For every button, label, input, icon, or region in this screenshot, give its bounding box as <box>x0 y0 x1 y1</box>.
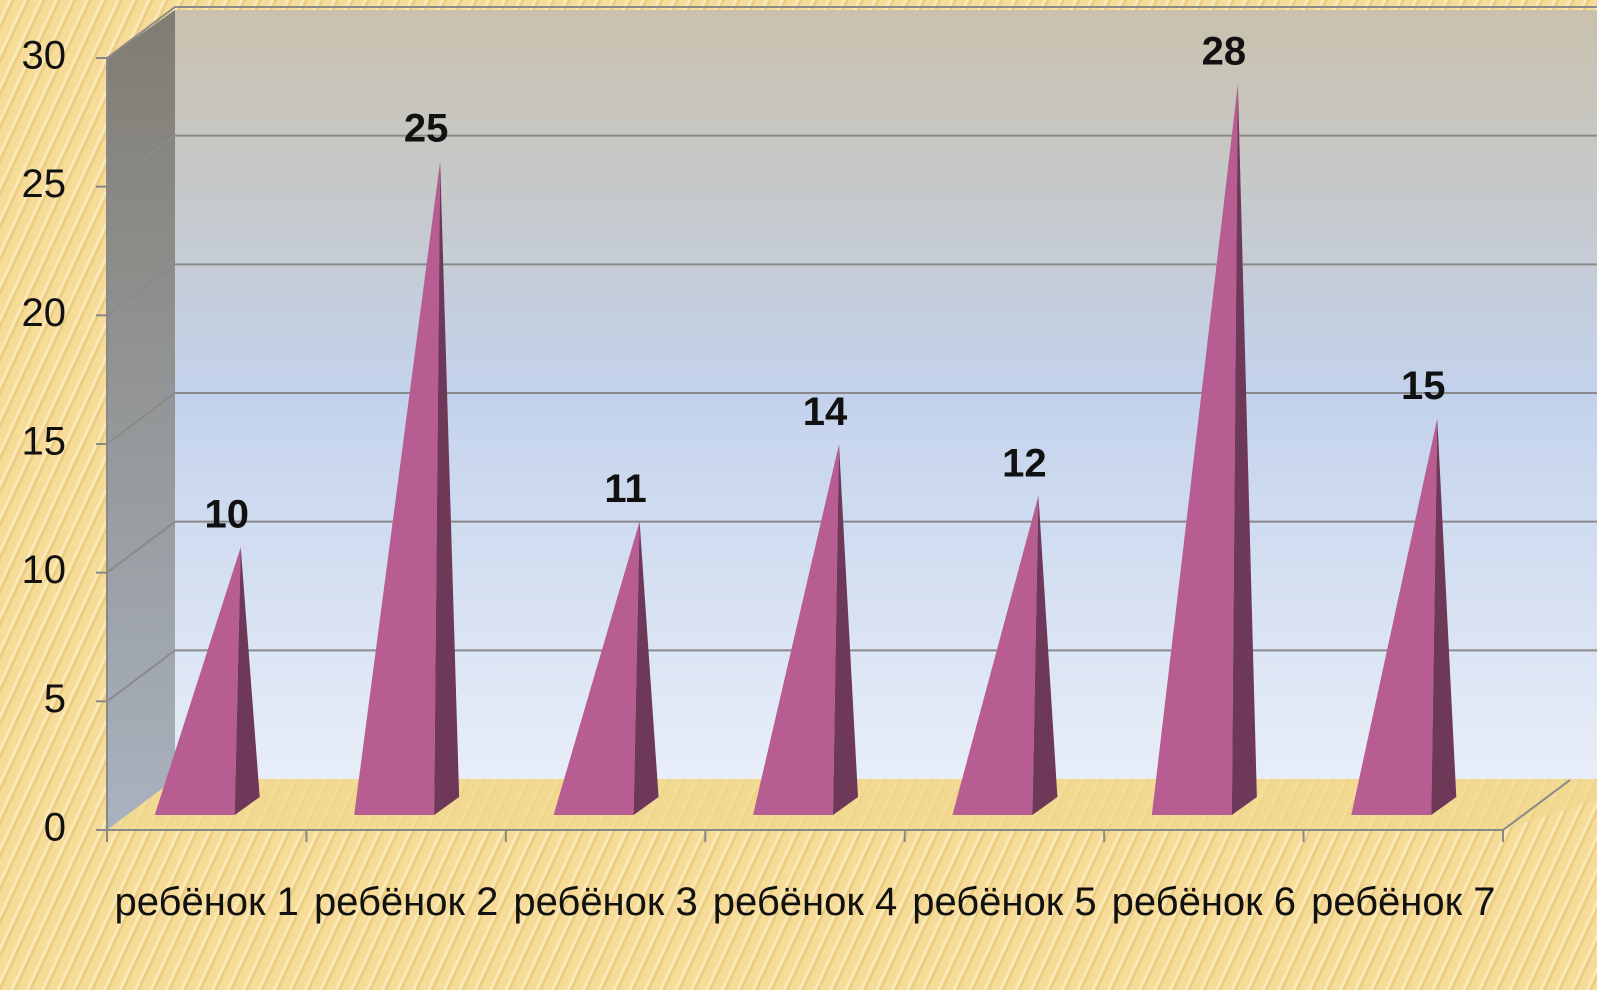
y-tick-label: 10 <box>22 548 67 592</box>
x-tick-label: ребёнок 4 <box>712 880 898 924</box>
grid-line <box>106 520 1597 574</box>
value-label: 12 <box>1002 441 1047 485</box>
grid-line <box>106 649 1597 703</box>
grid-line <box>106 263 1597 317</box>
x-tick-label: ребёнок 1 <box>114 880 299 924</box>
grid-line <box>106 134 1597 188</box>
y-tick-label: 15 <box>22 420 67 464</box>
y-tick-label: 25 <box>22 162 67 206</box>
value-label: 25 <box>404 107 449 151</box>
y-tick-label: 5 <box>44 677 66 721</box>
x-tick-label: ребёнок 3 <box>513 880 698 924</box>
pyramid <box>354 161 460 815</box>
y-tick-label: 30 <box>22 34 67 78</box>
x-tick-label: ребёнок 2 <box>313 880 499 924</box>
floor-edge <box>1502 779 1571 831</box>
pyramid <box>154 547 260 815</box>
x-tick-label: ребёнок 7 <box>1311 880 1496 924</box>
x-tick-label: ребёнок 5 <box>912 880 1097 924</box>
value-label: 14 <box>803 390 848 434</box>
grid-line <box>106 392 1597 445</box>
y-tick-label: 0 <box>44 806 66 850</box>
x-tick-label: ребёнок 6 <box>1111 880 1297 924</box>
pyramid <box>753 444 858 815</box>
value-label: 28 <box>1202 30 1247 74</box>
side-wall <box>107 10 175 830</box>
pyramid <box>553 521 659 815</box>
pyramid <box>952 495 1058 815</box>
y-tick-label: 20 <box>22 291 67 335</box>
value-label: 11 <box>604 467 646 511</box>
pyramid <box>1351 418 1457 815</box>
value-label: 10 <box>204 493 249 537</box>
grid-line <box>106 6 1597 59</box>
pyramid <box>1151 83 1257 815</box>
value-label: 15 <box>1401 364 1446 408</box>
